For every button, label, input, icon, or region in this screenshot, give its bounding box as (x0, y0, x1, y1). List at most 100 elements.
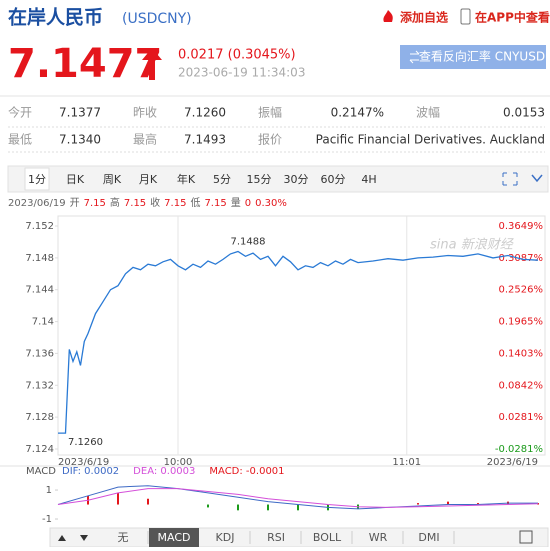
info-label: 高 (110, 196, 120, 209)
y-tick-label: 7.136 (25, 348, 54, 359)
macd-chart: MACD DIF: 0.0002 DEA: 0.0003 MACD: -0.0001 -… (26, 466, 539, 525)
info-value: 7.15 (124, 198, 146, 209)
info-value: 7.15 (164, 198, 186, 209)
macd-line (57, 485, 538, 510)
info-date: 2023/06/19 (8, 198, 66, 209)
legend-entry: DIF: 0.0002 (62, 466, 119, 477)
tab[interactable]: 5分 (213, 173, 231, 186)
open-app[interactable]: 在APP中查看 (475, 10, 550, 25)
info-line: 2023/06/19 开 7.15 高 7.15 收 7.15 低 7.15 量 0 0.30% (8, 196, 287, 209)
x-tick-label: 10:00 (164, 457, 193, 468)
tabs: 1分 日K 周K 月K 年K 5分 15分 30分 60分 4H (24, 167, 377, 191)
annotation: 7.1260 (68, 437, 103, 448)
tab[interactable]: 周K (103, 173, 122, 186)
annotation: 7.1488 (231, 236, 266, 247)
stat-label: 昨收 (133, 106, 157, 120)
x-tick-label: 2023/6/19 (58, 457, 109, 468)
y-tick-label: -1 (42, 514, 52, 525)
phone-icon (460, 8, 471, 25)
stat-label: 最低 (8, 133, 32, 147)
stat-value: Pacific Financial Derivatives. Auckland (316, 133, 545, 147)
stat-label: 振幅 (258, 105, 282, 120)
indicator-tabs: 无 MACD KDJ RSI BOLL WR DMI (118, 528, 455, 547)
info-label: 开 (70, 198, 80, 209)
stat-label: 最高 (133, 132, 157, 147)
y-tick-label: 7.144 (25, 285, 54, 296)
info-label: 低 (190, 196, 200, 209)
time: 2023-06-19 11:34:03 (178, 66, 305, 80)
info-change: 0.30% (255, 198, 287, 209)
chart-frame (57, 215, 546, 456)
add-watchlist[interactable]: 添加自选 (400, 10, 448, 25)
info-label: 收 (150, 196, 160, 209)
stat-value: 0.0153 (503, 106, 545, 120)
tab[interactable]: 30分 (284, 173, 309, 186)
reverse-button[interactable] (400, 45, 546, 69)
indicator-tab[interactable]: WR (369, 531, 388, 544)
code: (USDCNY) (122, 11, 192, 27)
indicator-tab[interactable]: KDJ (216, 531, 235, 544)
scroll-up[interactable] (58, 535, 66, 541)
y-tick-label: 1 (46, 485, 52, 496)
y-tick-label: 7.14 (32, 317, 54, 328)
stat-value: 7.1260 (184, 106, 226, 120)
info-value: 0 (245, 198, 251, 209)
collapse-icon[interactable] (531, 174, 543, 183)
swap-icon (409, 50, 420, 64)
tab-selected (24, 167, 50, 191)
indicator-tab[interactable]: BOLL (313, 531, 342, 544)
stat-value: 0.2147% (331, 106, 384, 120)
price: 7.1477 (8, 41, 162, 87)
tab[interactable]: 1分 (28, 173, 46, 186)
macd-line (57, 488, 539, 508)
y2-tick-label: 0.3649% (499, 221, 544, 232)
info-value: 7.15 (204, 198, 226, 209)
title: 在岸人民币 (8, 6, 103, 29)
tab-bar (7, 165, 549, 193)
tab[interactable]: 60分 (321, 173, 346, 186)
stat-label: 波幅 (416, 105, 440, 120)
watermark: sina 新浪财经 (430, 237, 515, 253)
indicator-selected (149, 528, 199, 547)
y2-tick-label: 0.0281% (499, 412, 544, 423)
y2-tick-label: 0.1965% (499, 317, 544, 328)
macd-title: MACD (26, 466, 56, 477)
y-tick-label: 7.124 (25, 444, 54, 455)
stat-label: 报价 (258, 132, 282, 147)
tab[interactable]: 日K (66, 173, 85, 186)
change: 0.0217 (0.3045%) (178, 48, 296, 63)
y-tick-label: 7.132 (25, 380, 54, 391)
tab[interactable]: 4H (361, 173, 376, 186)
y2-tick-label: -0.0281% (495, 444, 543, 455)
stat-value: 7.1340 (59, 133, 101, 147)
info-label: 量 (231, 197, 241, 209)
info-value: 7.15 (84, 198, 106, 209)
fullscreen-icon[interactable] (502, 172, 518, 186)
reverse-button-label[interactable]: 查看反向汇率 CNYUSD (419, 49, 545, 64)
legend-entry: MACD: -0.0001 (209, 466, 284, 477)
indicator-tab[interactable]: 无 (118, 531, 129, 544)
indicator-tab[interactable]: MACD (158, 531, 191, 544)
y2-tick-label: 0.0842% (499, 380, 544, 391)
price-line (58, 250, 539, 434)
x-tick-label: 2023/6/19 (487, 457, 538, 468)
tab[interactable]: 年K (177, 172, 196, 186)
indicator-tab[interactable]: DMI (418, 531, 439, 544)
tab[interactable]: 15分 (247, 173, 272, 186)
y-tick-label: 7.148 (25, 253, 54, 264)
stat-label: 今开 (8, 105, 32, 120)
stat-value: 7.1493 (184, 133, 226, 147)
up-arrow (142, 48, 162, 80)
y-tick-label: 7.152 (25, 221, 54, 232)
y-tick-label: 7.128 (25, 412, 54, 423)
y2-tick-label: 0.1403% (499, 348, 544, 359)
legend-entry: DEA: 0.0003 (133, 466, 195, 477)
indicator-tab[interactable]: RSI (267, 531, 285, 544)
tab[interactable]: 月K (139, 173, 158, 186)
settings-icon[interactable] (519, 530, 533, 544)
chart: 7.124 7.128 7.132 7.136 7.14 7.144 7.148 7.152 -… (25, 216, 543, 468)
add-icon (383, 10, 393, 22)
scroll-down[interactable] (80, 535, 88, 541)
